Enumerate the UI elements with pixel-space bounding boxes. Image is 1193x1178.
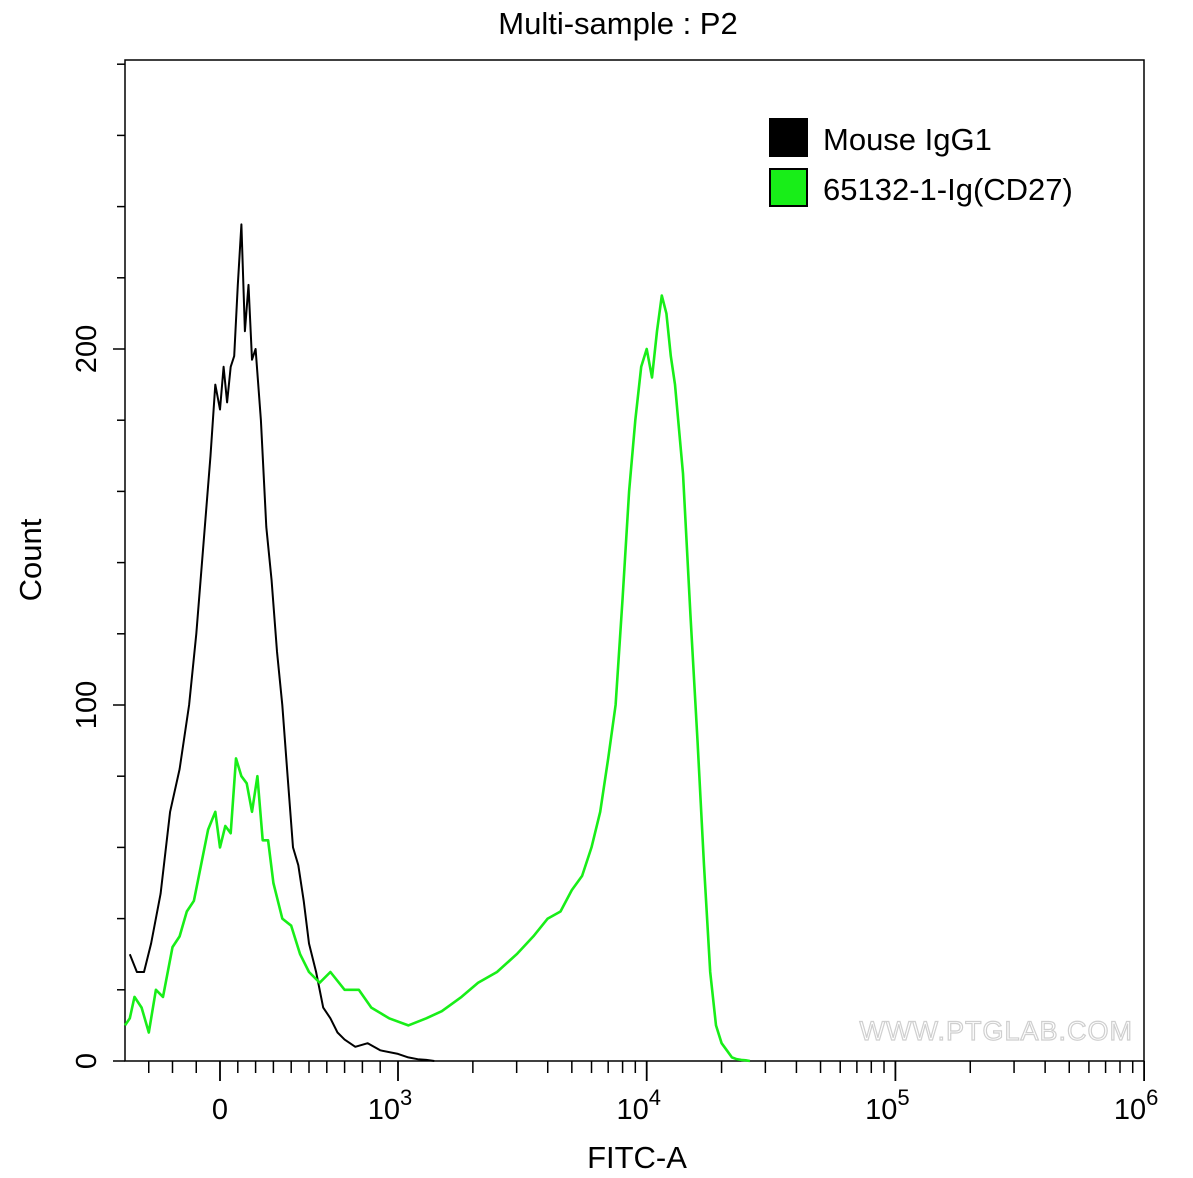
- x-tick-base: 10: [368, 1094, 400, 1126]
- x-tick-base: 10: [616, 1094, 648, 1126]
- y-tick-label: 0: [71, 1053, 103, 1069]
- x-tick-label: 103: [368, 1085, 413, 1126]
- watermark: WWW.PTGLAB.COM: [859, 1015, 1134, 1046]
- legend-swatch: [769, 118, 808, 157]
- y-axis-label: Count: [13, 518, 48, 601]
- y-tick-label: 200: [71, 325, 103, 373]
- series-layer: [123, 223, 751, 1063]
- plot-frame: [124, 59, 1145, 1062]
- x-tick-base: 10: [865, 1094, 897, 1126]
- legend-label: 65132-1-Ig(CD27): [823, 172, 1073, 207]
- legend: Mouse IgG1 65132-1-Ig(CD27): [769, 118, 1073, 207]
- x-tick-label: 105: [865, 1085, 910, 1126]
- x-tick-exp: 6: [1146, 1085, 1158, 1110]
- x-tick-base: 10: [1114, 1094, 1146, 1126]
- y-tick-label: 100: [71, 681, 103, 729]
- chart-title: Multi-sample : P2: [498, 6, 737, 41]
- x-tick-label: 0: [212, 1094, 228, 1126]
- x-tick-label: 104: [616, 1085, 661, 1126]
- x-tick-exp: 3: [400, 1085, 412, 1110]
- x-tick-label: 106: [1114, 1085, 1159, 1126]
- x-tick-exp: 5: [897, 1085, 909, 1110]
- watermark-text: WWW.PTGLAB.COM: [860, 1016, 1134, 1046]
- legend-label: Mouse IgG1: [823, 122, 992, 157]
- y-axis: 0 100 200: [71, 63, 125, 1069]
- x-axis-label: FITC-A: [587, 1140, 687, 1175]
- legend-swatch: [769, 168, 808, 207]
- series-line-cd27: [123, 294, 751, 1063]
- x-axis: 0 103 104 105 106: [148, 1061, 1159, 1126]
- series-line-mouse-igg1: [128, 223, 435, 1062]
- x-tick-exp: 4: [649, 1085, 661, 1110]
